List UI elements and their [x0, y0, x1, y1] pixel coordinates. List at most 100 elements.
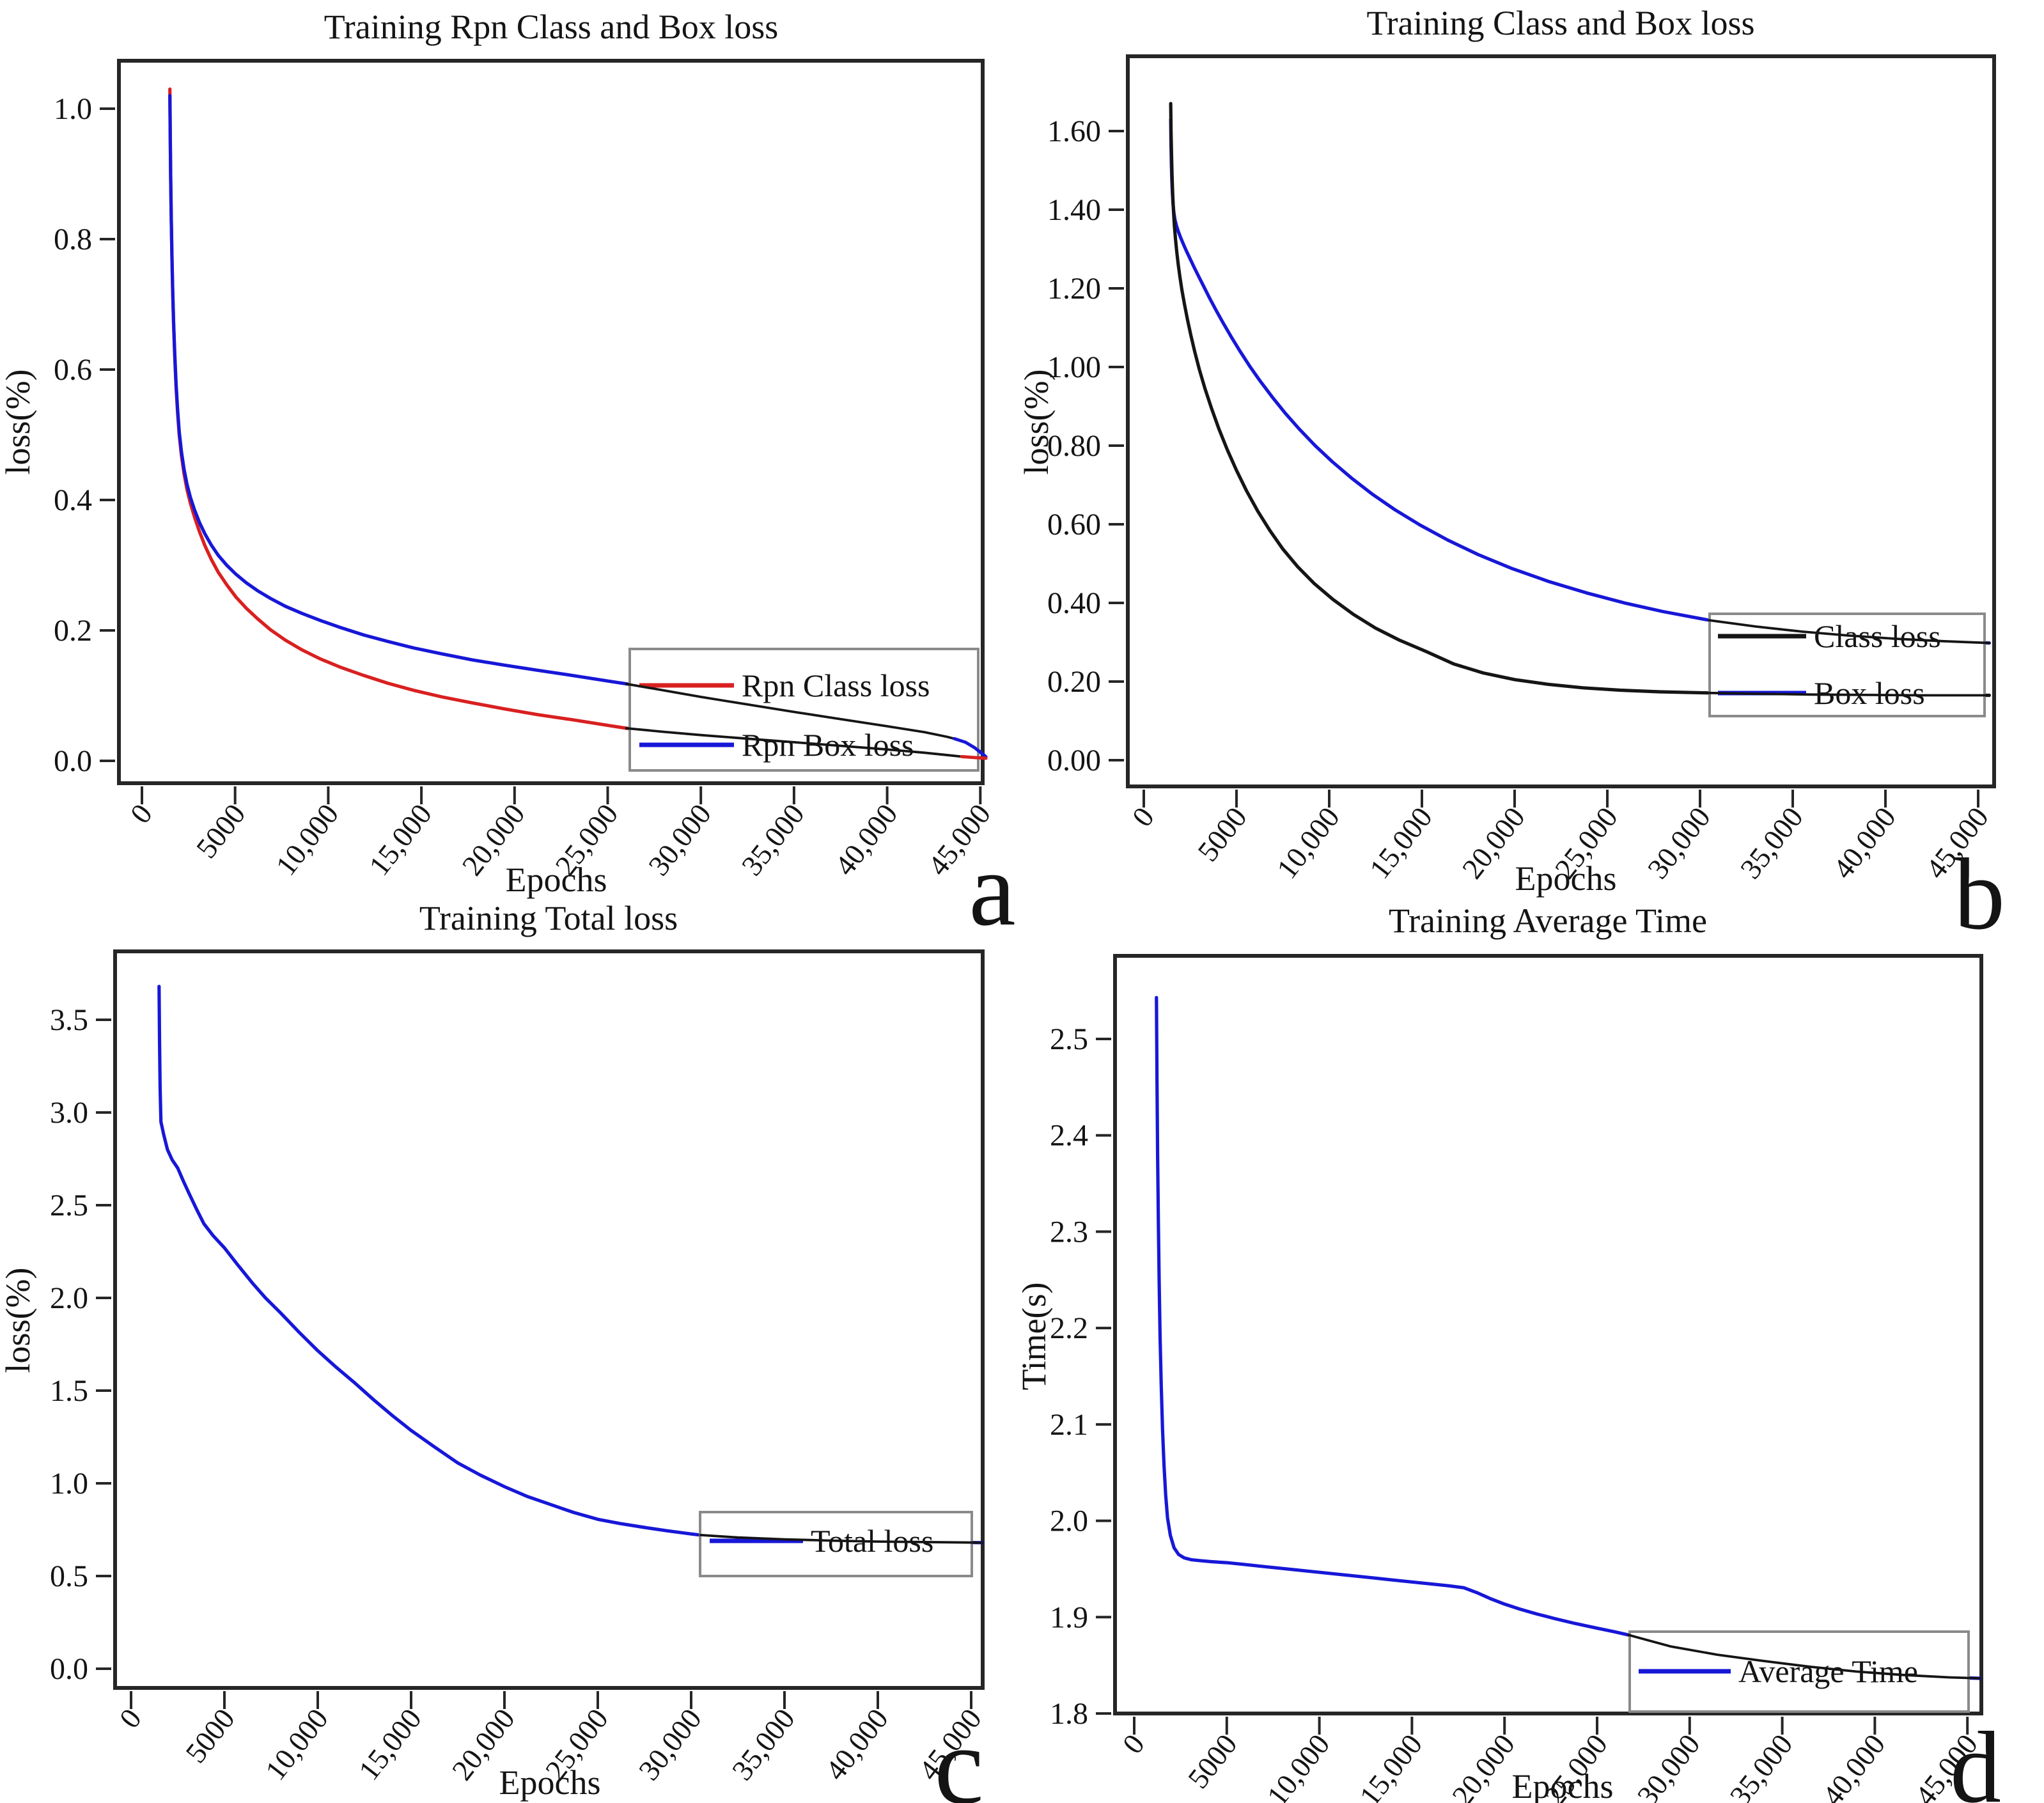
- x-tick-label: 30,000: [642, 798, 717, 882]
- chart-a-ylabel: loss(%): [0, 370, 37, 475]
- chart-b-svg: Training Class and Box loss loss(%) 1.60 1.…: [1022, 4, 1996, 898]
- chart-panel-d: Training Average Time Time(s) 2.5 2.4 2.3 2.2…: [1022, 901, 2044, 1803]
- x-tick-label: 35,000: [735, 798, 811, 882]
- y-tick-label: 2.4: [1050, 1119, 1088, 1153]
- legend-label: Average Time: [1738, 1653, 1918, 1689]
- y-tick-label: 0.8: [54, 222, 92, 256]
- chart-d-title: Training Average Time: [1389, 901, 1707, 940]
- series-curve-average-time: [1155, 995, 1983, 1680]
- x-tick-label: 35,000: [726, 1703, 801, 1786]
- chart-panel-b: Training Class and Box loss loss(%) 1.60 1.…: [1022, 0, 2044, 901]
- x-tick-label: 35,000: [1723, 1728, 1798, 1803]
- plot-border: [113, 949, 985, 1690]
- legend-overlay-curve: [1627, 1634, 1982, 1680]
- series-curve-total-loss: [157, 985, 985, 1545]
- x-tick-label: 15,000: [1363, 801, 1439, 885]
- chart-c-xlabel: Epochs: [499, 1763, 601, 1802]
- x-tick-label: 45,000: [912, 1703, 988, 1786]
- x-tick-label: 5000: [179, 1703, 241, 1769]
- x-tick-label: 10,000: [259, 1703, 334, 1786]
- y-tick-label: 3.0: [50, 1096, 88, 1130]
- chart-b-title: Training Class and Box loss: [1366, 4, 1754, 42]
- y-tick-label: 0.2: [54, 614, 92, 648]
- y-tick-label: 1.40: [1047, 193, 1101, 227]
- y-tick-label: 2.5: [1050, 1022, 1088, 1056]
- series-curve-box-loss: [1169, 118, 1992, 645]
- x-tick-label: 10,000: [269, 798, 345, 882]
- x-tick-label: 40,000: [1827, 801, 1902, 885]
- y-tick-label: 1.60: [1047, 114, 1101, 148]
- x-tick-label: 10,000: [1260, 1728, 1336, 1803]
- chart-c-ylabel: loss(%): [0, 1268, 37, 1373]
- legend-label: Rpn Class loss: [742, 667, 930, 703]
- legend-overlay-curve: [1708, 691, 1991, 697]
- x-tick-label: 5000: [1191, 801, 1253, 868]
- x-tick-label: 30,000: [1631, 1728, 1706, 1803]
- y-tick-label: 1.0: [50, 1467, 88, 1501]
- y-tick-label: 0.20: [1047, 665, 1101, 699]
- chart-c-svg: Training Total loss loss(%) 3.5 3.0 2.5 2.0 1.…: [0, 901, 988, 1802]
- y-tick-label: 0.80: [1047, 429, 1101, 463]
- chart-b-ylabel: loss(%): [1022, 370, 1056, 475]
- x-tick-label: 40,000: [819, 1703, 894, 1786]
- plot-border: [117, 59, 985, 785]
- y-tick-label: 0.6: [54, 353, 92, 387]
- y-tick-label: 2.0: [50, 1281, 88, 1315]
- y-tick-label: 0.00: [1047, 744, 1101, 777]
- x-tick-label: 15,000: [352, 1703, 428, 1786]
- legend-overlay-curve: [1708, 619, 1991, 644]
- x-tick-label: 45,000: [921, 798, 997, 882]
- y-tick-label: 3.5: [50, 1003, 88, 1037]
- chart-panel-a: Training Rpn Class and Box loss loss(%) 1.…: [0, 0, 1022, 901]
- x-tick-label: 40,000: [828, 798, 903, 882]
- y-tick-label: 2.0: [1050, 1504, 1088, 1538]
- chart-d-svg: Training Average Time Time(s) 2.5 2.4 2.3 2.2…: [1022, 901, 1984, 1803]
- legend-label: Box loss: [1814, 675, 1925, 711]
- x-tick-label: 30,000: [1641, 801, 1717, 885]
- chart-panel-c: Training Total loss loss(%) 3.5 3.0 2.5 2.0 1.…: [0, 901, 1022, 1803]
- legend-box: [1708, 613, 1986, 717]
- plot-border: [1113, 954, 1983, 1715]
- chart-a-svg: Training Rpn Class and Box loss loss(%) 1.…: [0, 8, 997, 899]
- x-tick-label: 45,000: [1919, 801, 1995, 885]
- chart-b-xlabel: Epochs: [1515, 859, 1617, 898]
- x-tick-label: 5000: [190, 798, 252, 864]
- y-tick-label: 0.0: [54, 744, 92, 778]
- y-tick-label: 0.40: [1047, 586, 1101, 620]
- x-tick-label: 40,000: [1816, 1728, 1891, 1803]
- x-tick-label: 35,000: [1734, 801, 1809, 885]
- x-tick-label: 15,000: [1353, 1728, 1428, 1803]
- legend-overlay-curve: [960, 754, 988, 760]
- x-tick-label: 5000: [1182, 1728, 1244, 1795]
- y-tick-label: 0.60: [1047, 508, 1101, 542]
- y-tick-label: 0.5: [50, 1559, 88, 1593]
- x-tick-label: 20,000: [1446, 1728, 1521, 1803]
- y-tick-label: 1.8: [1050, 1697, 1088, 1731]
- y-tick-label: 0.4: [54, 483, 92, 517]
- y-tick-label: 0.0: [50, 1652, 88, 1686]
- x-tick-label: 15,000: [363, 798, 438, 882]
- y-tick-label: 1.0: [54, 92, 92, 126]
- x-tick-label: 10,000: [1270, 801, 1346, 885]
- legend-overlay-curve: [953, 737, 988, 759]
- chart-c-title: Training Total loss: [419, 901, 678, 937]
- legend-overlay-curve: [699, 1534, 984, 1544]
- legend-overlay-curve: [625, 682, 956, 740]
- y-tick-label: 1.20: [1047, 272, 1101, 306]
- y-tick-label: 1.5: [50, 1374, 88, 1408]
- chart-d-xlabel: Epochs: [1512, 1767, 1614, 1803]
- chart-d-ylabel: Time(s): [1022, 1282, 1053, 1390]
- x-tick-label: 30,000: [632, 1703, 708, 1786]
- legend-label: Class loss: [1814, 618, 1941, 654]
- x-tick-label: 45,000: [1908, 1728, 1984, 1803]
- y-tick-label: 2.3: [1050, 1215, 1088, 1249]
- y-tick-label: 2.5: [50, 1189, 88, 1222]
- series-curve-class-loss: [1169, 102, 1992, 698]
- y-tick-label: 1.9: [1050, 1600, 1088, 1634]
- y-tick-label: 1.00: [1047, 350, 1101, 384]
- y-tick-label: 2.1: [1050, 1408, 1088, 1442]
- legend-box: [628, 648, 979, 772]
- legend-box: [699, 1511, 973, 1577]
- chart-a-xlabel: Epochs: [506, 861, 607, 899]
